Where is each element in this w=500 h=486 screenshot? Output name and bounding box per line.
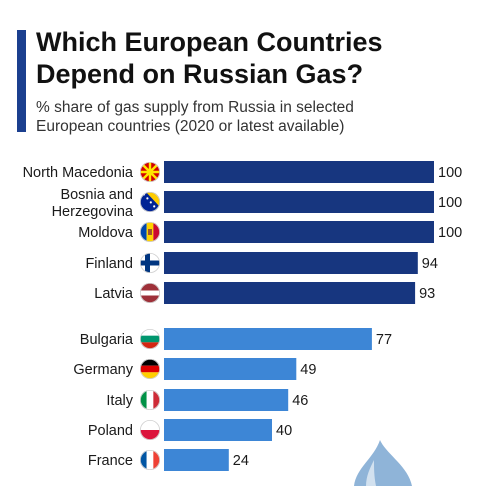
- bar: [164, 252, 418, 274]
- bar: [164, 161, 434, 183]
- bosnia-flag-icon: [139, 191, 160, 212]
- category-label: Poland: [88, 423, 133, 439]
- category-label: Bulgaria: [80, 332, 134, 348]
- gas-flame-icon: [354, 440, 412, 486]
- bar: [164, 449, 229, 471]
- bar-row: Latvia 93: [94, 282, 435, 304]
- bar: [164, 191, 434, 213]
- bulgaria-flag-icon: [139, 328, 160, 349]
- value-label: 100: [438, 195, 462, 211]
- bar: [164, 328, 372, 350]
- bar: [164, 419, 272, 441]
- category-label: North Macedonia: [23, 165, 134, 181]
- value-label: 46: [292, 393, 308, 409]
- value-label: 94: [422, 256, 438, 272]
- poland-flag-icon: [139, 419, 160, 440]
- france-flag-icon: [139, 449, 160, 470]
- bar: [164, 389, 289, 411]
- category-label: Finland: [85, 256, 133, 272]
- bar-row: North Macedonia 100: [23, 161, 462, 183]
- latvia-flag-icon: [139, 282, 160, 303]
- page-title: Which European Countries Depend on Russi…: [36, 26, 486, 90]
- title-accent-bar: [17, 30, 26, 132]
- north-macedonia-flag-icon: [139, 161, 160, 182]
- bar-row: Bulgaria 77: [80, 328, 392, 350]
- category-label: France: [88, 453, 133, 469]
- bar-row: Bosnia and Herzegovina 100: [52, 187, 463, 220]
- value-label: 93: [419, 286, 435, 302]
- category-label: Moldova: [78, 225, 134, 241]
- bar-row: Germany 49: [73, 358, 316, 380]
- bar-row: Italy 46: [106, 389, 308, 411]
- italy-flag-icon: [139, 389, 160, 410]
- title-line-1: Which European Countries: [36, 27, 383, 57]
- bar: [164, 221, 434, 243]
- finland-flag-icon: [139, 252, 160, 273]
- title-line-2: Depend on Russian Gas?: [36, 59, 364, 89]
- germany-flag-icon: [139, 358, 160, 379]
- category-label: Bosnia and Herzegovina: [52, 187, 134, 220]
- bar-row: Poland 40: [88, 419, 292, 441]
- bar-row: Moldova 100: [78, 221, 462, 243]
- value-label: 100: [438, 225, 462, 241]
- category-label: Latvia: [94, 286, 134, 302]
- value-label: 49: [300, 362, 316, 378]
- chart-subtitle: % share of gas supply from Russia in sel…: [36, 98, 486, 136]
- value-label: 77: [376, 332, 392, 348]
- value-label: 40: [276, 423, 292, 439]
- bar: [164, 358, 297, 380]
- bar: [164, 282, 416, 304]
- moldova-flag-icon: [139, 221, 160, 242]
- subtitle-line-2: European countries (2020 or latest avail…: [36, 118, 345, 135]
- value-label: 24: [233, 453, 249, 469]
- category-label: Germany: [73, 362, 133, 378]
- subtitle-line-1: % share of gas supply from Russia in sel…: [36, 99, 354, 116]
- category-label: Italy: [106, 393, 133, 409]
- bar-row: Finland 94: [85, 252, 438, 274]
- bar-row: France 24: [88, 449, 249, 471]
- value-label: 100: [438, 165, 462, 181]
